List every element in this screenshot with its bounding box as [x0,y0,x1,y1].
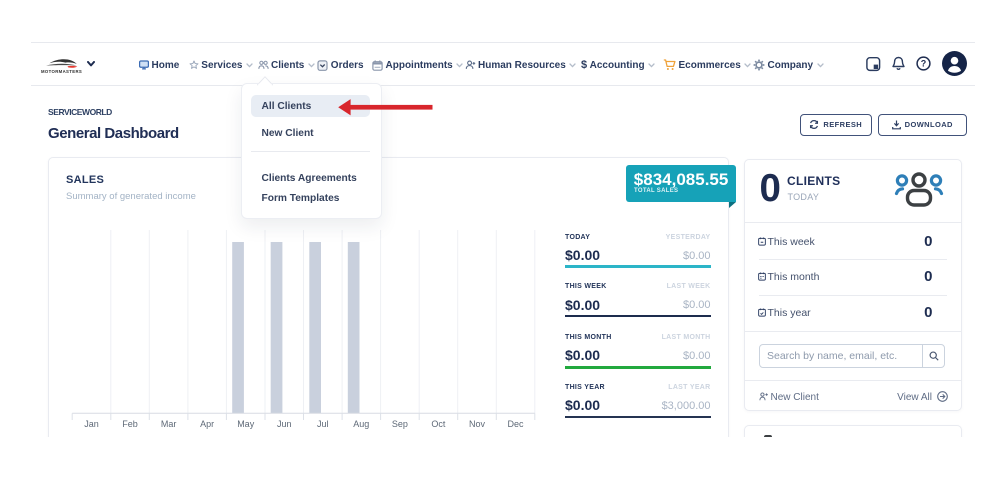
svg-text:?: ? [920,59,926,69]
svg-text:Dec: Dec [507,419,524,429]
svg-text:Nov: Nov [469,419,486,429]
svg-text:Feb: Feb [122,419,138,429]
svg-text:Sep: Sep [392,419,408,429]
svg-text:Jul: Jul [317,419,329,429]
svg-text:Aug: Aug [353,419,369,429]
svg-text:Mar: Mar [161,419,177,429]
svg-text:Jan: Jan [84,419,99,429]
svg-text:May: May [237,419,255,429]
svg-text:Oct: Oct [431,419,446,429]
svg-text:Apr: Apr [200,419,214,429]
svg-text:Jun: Jun [277,419,292,429]
